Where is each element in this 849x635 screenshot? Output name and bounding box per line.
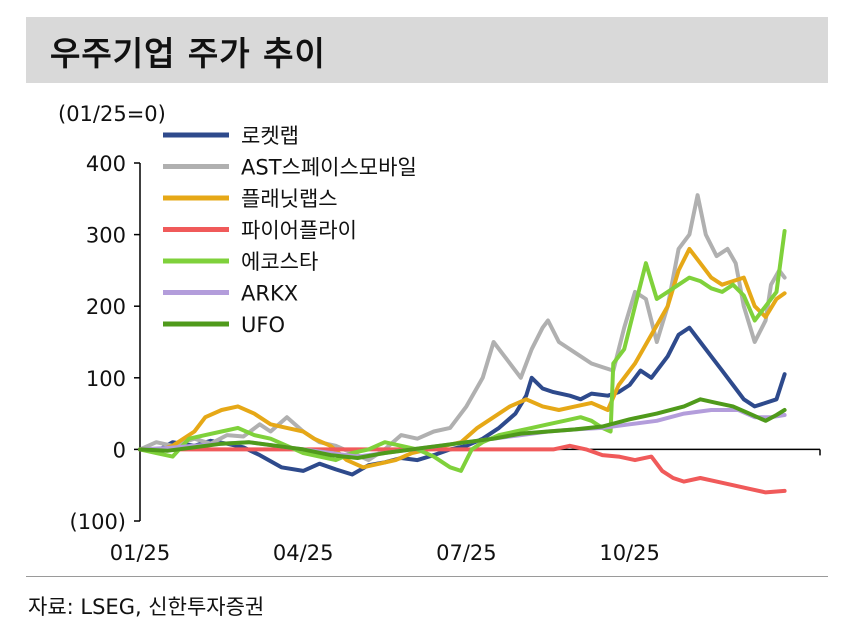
legend-label: AST스페이스모바일	[241, 156, 417, 180]
series-line	[138, 325, 787, 477]
footer-divider	[26, 576, 828, 577]
title-bar: 우주기업 주가 추이	[26, 17, 828, 83]
x-tick-label: 10/25	[599, 541, 660, 565]
series-line	[138, 246, 787, 470]
x-tick-label: 01/25	[110, 541, 171, 565]
legend-label: UFO	[241, 313, 285, 337]
y-tick-label: 100	[86, 367, 126, 391]
x-tick-label: 04/25	[273, 541, 334, 565]
legend-label: ARKX	[241, 282, 298, 306]
legend-label: 플래닛랩스	[241, 187, 338, 211]
x-tick-label: 07/25	[436, 541, 497, 565]
series-line	[138, 229, 787, 473]
source-note: 자료: LSEG, 신한투자증권	[28, 595, 265, 619]
legend-label: 로켓랩	[241, 124, 299, 148]
series-line	[138, 443, 787, 495]
chart-title: 우주기업 주가 추이	[50, 34, 326, 73]
y-tick-label: 300	[86, 224, 126, 248]
series-line	[138, 397, 787, 460]
y-tick-label: 400	[86, 152, 126, 176]
legend-label: 에코스타	[241, 250, 318, 274]
legend-label: 파이어플라이	[241, 219, 357, 243]
y-tick-label: 200	[86, 295, 126, 319]
y-tick-label: 0	[113, 438, 126, 462]
y-tick-label: (100)	[70, 510, 126, 534]
y-axis-label: (01/25=0)	[58, 102, 166, 126]
line-chart: (100) 0 100 200 300 400 (01/25=0) 01/25 04/25 07/…	[58, 102, 821, 565]
